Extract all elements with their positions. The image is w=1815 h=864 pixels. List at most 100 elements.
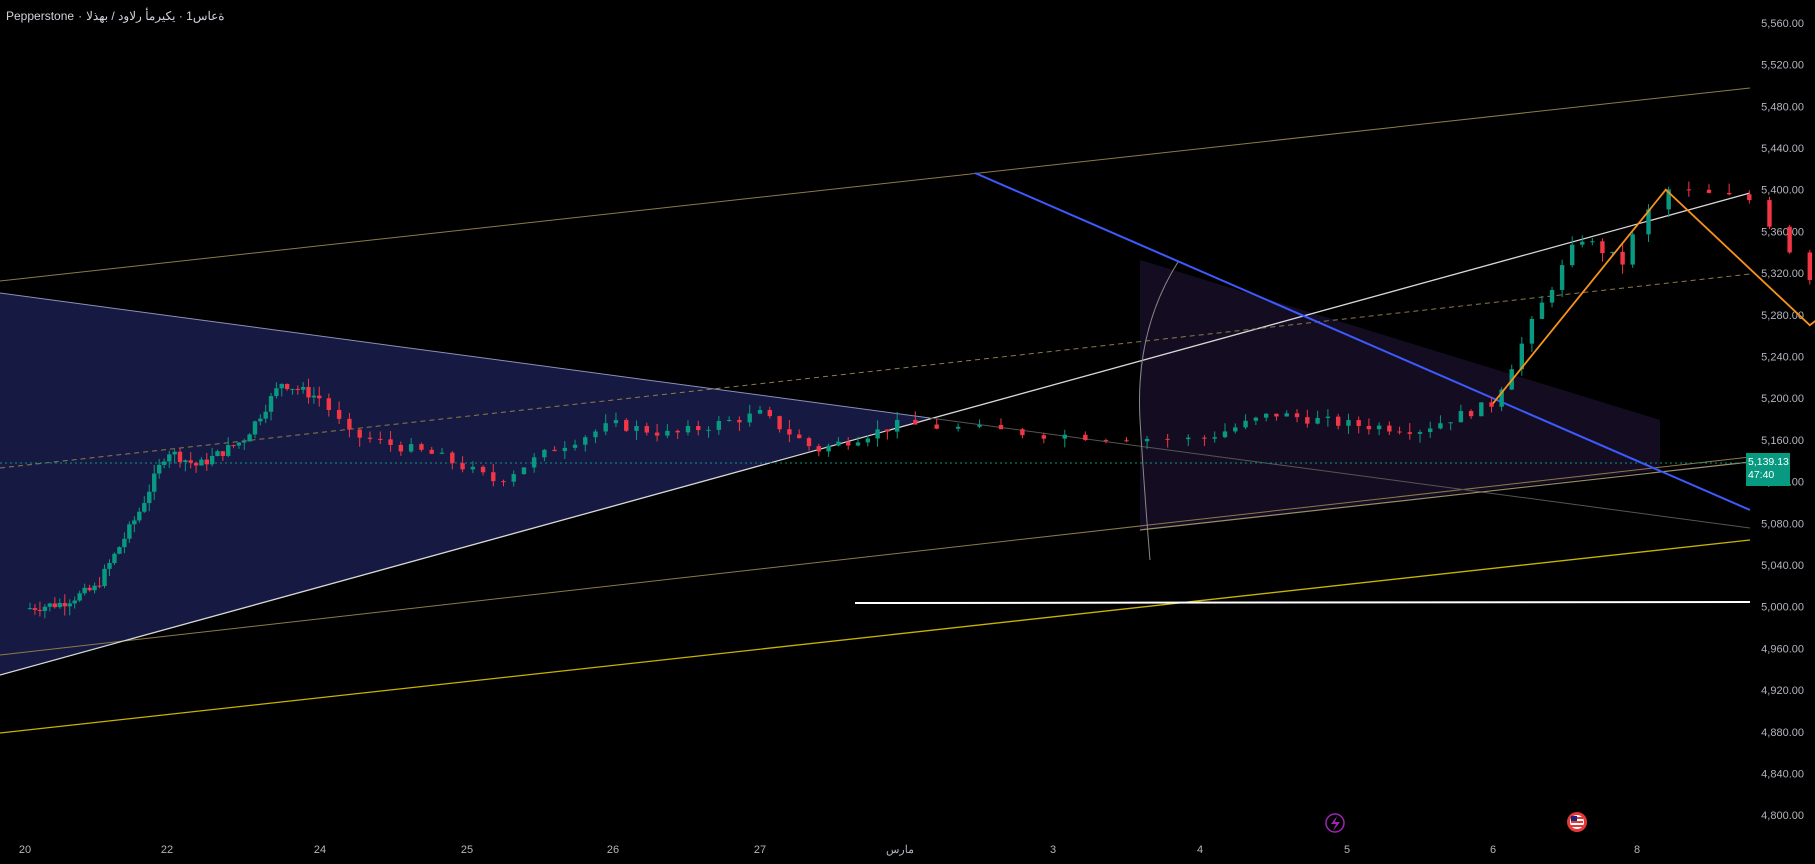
candle-body xyxy=(57,602,62,608)
candle-body xyxy=(161,461,167,465)
bar-countdown: 47:40 xyxy=(1748,469,1775,481)
candle-body xyxy=(685,426,691,433)
candle-body xyxy=(1144,438,1150,442)
candle-body xyxy=(511,474,516,482)
lightning-icon[interactable] xyxy=(1325,813,1345,833)
us-flag-icon[interactable] xyxy=(1567,812,1587,832)
time-tick-label: 6 xyxy=(1490,844,1496,856)
candle-body xyxy=(593,431,598,438)
candle-body xyxy=(934,424,939,429)
candle-body xyxy=(1243,420,1248,428)
broker-name: Pepperstone xyxy=(6,9,75,23)
candle-body xyxy=(42,606,48,611)
candle-body xyxy=(252,421,258,435)
descending-resistance-line[interactable] xyxy=(974,172,1751,511)
channel-lower-line[interactable] xyxy=(0,456,1751,656)
triangle-upper-line[interactable] xyxy=(0,292,931,419)
fib-arc xyxy=(1139,261,1179,561)
candle-body xyxy=(531,457,537,468)
price-axis[interactable]: 5,560.00 5,520.00 5,480.00 5,440.00 5,400.00… xyxy=(1761,18,1804,822)
candle-body xyxy=(1165,438,1170,440)
candle-body xyxy=(242,441,247,443)
candle-body xyxy=(1646,209,1651,235)
price-tick-label: 5,440.00 xyxy=(1761,143,1804,155)
candle-body xyxy=(209,455,215,465)
time-tick-label: 22 xyxy=(161,844,173,856)
price-tick-label: 4,880.00 xyxy=(1761,727,1804,739)
candle-body xyxy=(1580,241,1585,245)
candle-body xyxy=(470,466,476,470)
candle-body xyxy=(193,462,199,466)
candle-body xyxy=(1600,241,1605,254)
candle-body xyxy=(1529,318,1535,344)
candle-body xyxy=(1807,252,1812,280)
candle-body xyxy=(1284,413,1289,417)
candle-body xyxy=(398,444,404,452)
candle-body xyxy=(998,424,1004,430)
candle-body xyxy=(183,460,188,463)
candle-body xyxy=(1356,420,1361,426)
candle-body xyxy=(1253,417,1259,421)
candle-body xyxy=(156,464,162,474)
candle-body xyxy=(199,459,204,466)
time-tick-label: مارس xyxy=(886,844,914,856)
candle-body xyxy=(290,388,295,390)
candle-body xyxy=(654,432,660,436)
candle-body xyxy=(1041,435,1047,439)
candle-body xyxy=(300,387,306,390)
candle-body xyxy=(127,524,132,539)
candle-body xyxy=(1186,437,1191,440)
candle-body xyxy=(274,388,279,397)
candle-body xyxy=(1387,425,1392,432)
candle-body xyxy=(167,454,172,462)
candle-body xyxy=(1020,429,1025,436)
time-axis[interactable]: 20 22 24 25 26 27 مارس 3 4 5 6 8 xyxy=(19,844,1640,856)
candle-body xyxy=(583,437,588,445)
candle-body xyxy=(836,441,841,446)
candle-body xyxy=(92,585,97,591)
lower-rising-line[interactable] xyxy=(1139,461,1751,531)
candles-layer xyxy=(27,181,1812,619)
candle-body xyxy=(62,602,67,607)
symbol-header[interactable]: Pepperstone · ةعاس1 · يكيرمأ رلاود / بهذ… xyxy=(6,9,225,23)
candle-body xyxy=(816,446,821,452)
candle-body xyxy=(1233,427,1238,432)
candle-body xyxy=(419,444,424,450)
candle-body xyxy=(284,383,290,390)
channel-upper-line[interactable] xyxy=(0,87,1751,282)
candle-body xyxy=(542,449,547,458)
candle-body xyxy=(480,466,486,473)
triangle-pattern[interactable] xyxy=(0,293,930,675)
shaded-zone xyxy=(1140,260,1660,530)
candle-body xyxy=(1212,437,1217,439)
time-tick-label: 24 xyxy=(314,844,326,856)
yellow-trendline[interactable] xyxy=(0,539,1751,734)
candle-body xyxy=(1124,440,1129,442)
projection-layer xyxy=(1492,188,1815,404)
candle-body xyxy=(1666,189,1671,210)
candle-body xyxy=(107,563,112,569)
candle-body xyxy=(1499,389,1504,407)
candle-body xyxy=(347,418,352,430)
candle-body xyxy=(152,473,157,492)
price-tick-label: 5,000.00 xyxy=(1761,602,1804,614)
candle-body xyxy=(117,547,122,554)
midline-dashed[interactable] xyxy=(0,273,1751,469)
white-trendline[interactable] xyxy=(0,192,1751,676)
candle-body xyxy=(177,451,183,463)
header-separator: · xyxy=(78,9,83,23)
candle-body xyxy=(1559,265,1565,290)
candle-body xyxy=(806,438,812,447)
price-tick-label: 4,960.00 xyxy=(1761,643,1804,655)
candle-body xyxy=(1305,417,1310,424)
candle-body xyxy=(846,441,851,446)
candle-body xyxy=(1366,425,1372,430)
candle-body xyxy=(1397,431,1402,433)
candle-body xyxy=(263,411,268,419)
support-line-5000[interactable] xyxy=(854,601,1751,604)
candle-body xyxy=(1202,437,1207,439)
candle-body xyxy=(895,419,900,432)
candle-body xyxy=(122,538,127,548)
